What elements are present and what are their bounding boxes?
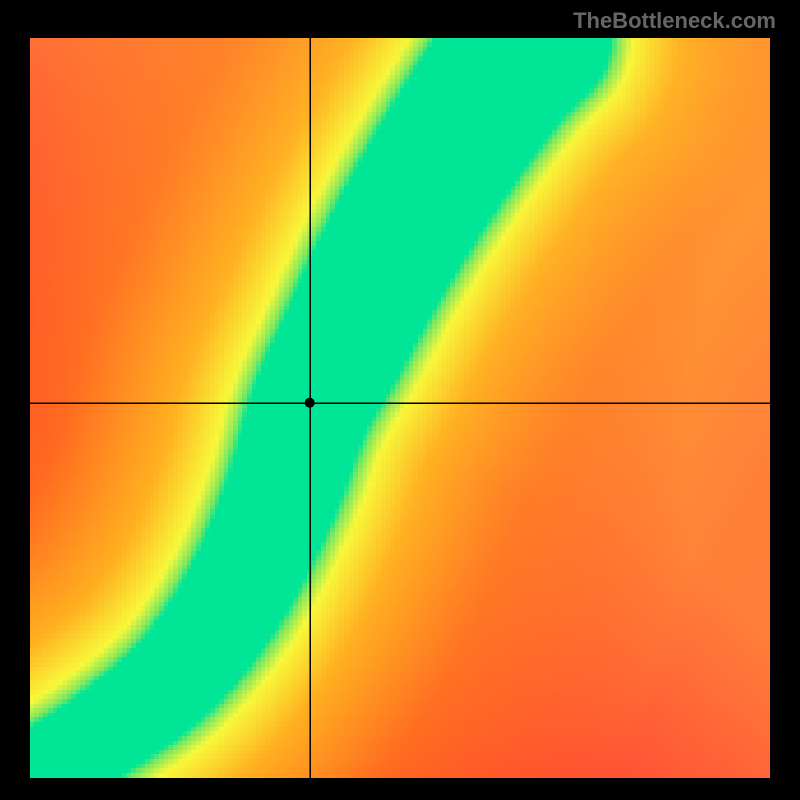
heatmap-plot: [30, 38, 770, 778]
heatmap-canvas: [30, 38, 770, 778]
chart-container: TheBottleneck.com: [0, 0, 800, 800]
watermark-text: TheBottleneck.com: [573, 8, 776, 34]
